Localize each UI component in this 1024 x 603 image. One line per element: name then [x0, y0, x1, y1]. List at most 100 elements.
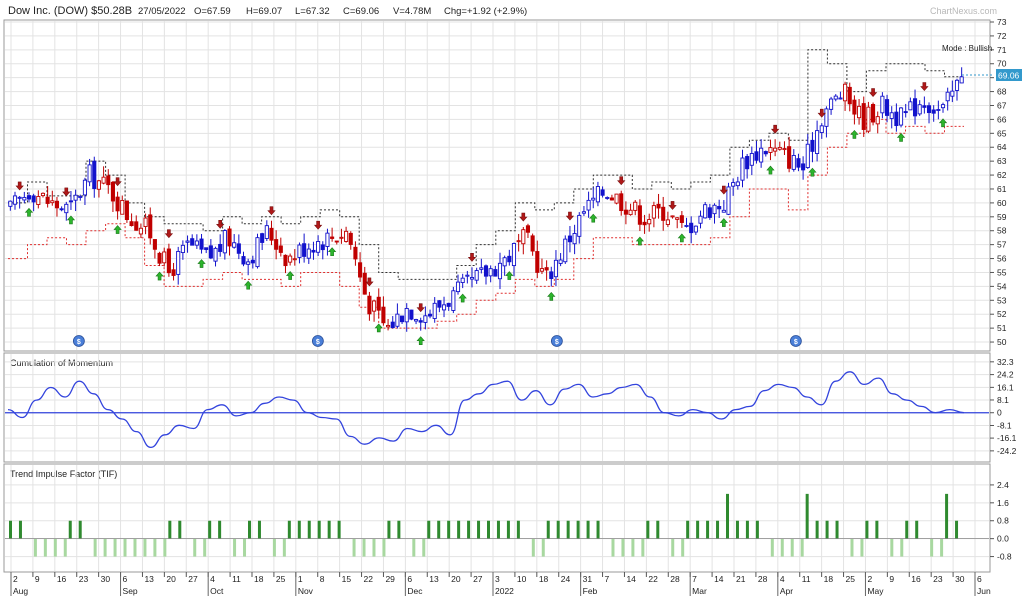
sell-arrow-icon — [770, 124, 780, 134]
sell-arrow-icon — [62, 187, 71, 197]
tif-title: Trend Impulse Factor (TIF) — [10, 469, 117, 479]
x-day-label: 14 — [714, 574, 724, 584]
tif-bars — [5, 493, 989, 557]
candle-body — [857, 105, 862, 119]
candle-body — [400, 315, 405, 323]
candle-body — [479, 267, 484, 270]
dividend-icon — [789, 335, 802, 347]
tif-bar-positive — [745, 520, 749, 539]
candle-body — [488, 268, 493, 277]
tif-bar-negative — [193, 538, 197, 557]
candle-body — [190, 238, 195, 246]
tif-bar-positive — [656, 520, 660, 539]
x-day-label: 10 — [517, 574, 527, 584]
last-price-tag: 69.06 — [962, 69, 1022, 81]
candle-body — [386, 324, 391, 328]
candle-body — [274, 239, 279, 250]
y-tick-label: 59 — [997, 212, 1007, 222]
y-tick-label: -0.8 — [997, 552, 1012, 562]
y-tick-label: 61 — [997, 184, 1007, 194]
y-tick-label: 0.8 — [997, 516, 1009, 526]
tif-bar-negative — [930, 538, 934, 557]
header-change: Chg=+1.92 (+2.9%) — [444, 6, 527, 17]
y-tick-label: 0.0 — [997, 534, 1009, 544]
y-tick-label: 64 — [997, 142, 1007, 152]
x-day-label: 7 — [692, 574, 697, 584]
candle-body — [726, 186, 731, 215]
x-day-label: 16 — [911, 574, 921, 584]
candle-body — [423, 315, 428, 323]
candle-body — [493, 269, 498, 277]
tif-bar-positive — [397, 520, 401, 539]
candle-body — [8, 200, 13, 207]
x-day-label: 9 — [889, 574, 894, 584]
candle-body — [829, 98, 834, 110]
candle-body — [731, 182, 736, 187]
tif-bar-negative — [123, 538, 127, 557]
candle-body — [572, 233, 577, 245]
y-tick-label: 55 — [997, 267, 1007, 277]
buy-arrow-icon — [766, 165, 775, 175]
x-month-label: Dec — [407, 586, 423, 596]
candle-body — [166, 248, 171, 274]
tif-bar-positive — [596, 520, 600, 539]
tif-bar-negative — [372, 538, 376, 557]
tif-bar-positive — [835, 520, 839, 539]
candle-body — [521, 229, 526, 245]
sell-arrow-icon — [267, 206, 276, 216]
candle-body — [684, 224, 689, 227]
x-day-label: 16 — [57, 574, 67, 584]
x-day-label: 4 — [780, 574, 785, 584]
candle-body — [735, 181, 740, 187]
candle-body — [759, 147, 764, 163]
candle-body — [162, 251, 167, 264]
x-day-label: 6 — [123, 574, 128, 584]
candle-body — [843, 83, 848, 102]
candle-body — [912, 98, 918, 117]
candle-body — [441, 304, 447, 311]
buy-arrow-icon — [938, 118, 948, 128]
buy-arrow-icon — [244, 280, 253, 290]
candle-body — [908, 101, 913, 111]
sell-arrow-icon — [519, 212, 528, 222]
mode-label: Mode : Bullish — [942, 44, 992, 53]
sell-arrow-icon — [817, 108, 826, 118]
candle-body — [50, 200, 55, 204]
candle-body — [567, 235, 572, 243]
candle-body — [894, 111, 899, 127]
y-tick-label: -24.2 — [997, 446, 1017, 456]
candle-body — [283, 254, 288, 267]
candle-body — [358, 262, 363, 278]
buy-arrow-icon — [66, 215, 76, 225]
tif-bar-negative — [412, 538, 416, 557]
x-day-label: 28 — [670, 574, 680, 584]
watermark: ChartNexus.com — [930, 6, 997, 16]
x-day-label: 8 — [320, 574, 325, 584]
candle-body — [455, 281, 461, 293]
candle-body — [819, 125, 824, 133]
tif-bar-positive — [287, 520, 291, 539]
dividend-icon — [311, 335, 324, 347]
header-high: H=69.07 — [246, 6, 282, 17]
candle-body — [637, 205, 642, 225]
momentum-grid — [5, 354, 989, 461]
tif-bar-negative — [33, 538, 37, 557]
candle-body — [36, 196, 41, 205]
dividend-markers: $ $ $ $ — [72, 335, 802, 347]
x-day-label: 11 — [232, 574, 241, 584]
candle-body — [642, 221, 647, 226]
y-tick-label: 1.6 — [997, 498, 1009, 508]
candle-body — [204, 247, 209, 250]
lower-band-line — [8, 118, 964, 329]
candle-body — [782, 148, 787, 151]
tif-bar-positive — [218, 520, 222, 539]
tif-bar-positive — [387, 520, 391, 539]
x-month-label: Nov — [298, 586, 314, 596]
y-tick-label: 57 — [997, 240, 1007, 250]
buy-arrow-icon — [458, 293, 467, 303]
x-month-label: Mar — [692, 586, 707, 596]
candle-body — [689, 222, 694, 234]
buy-arrow-icon — [719, 218, 728, 227]
y-tick-label: 32.3 — [997, 357, 1014, 367]
tif-bar-positive — [646, 520, 650, 539]
